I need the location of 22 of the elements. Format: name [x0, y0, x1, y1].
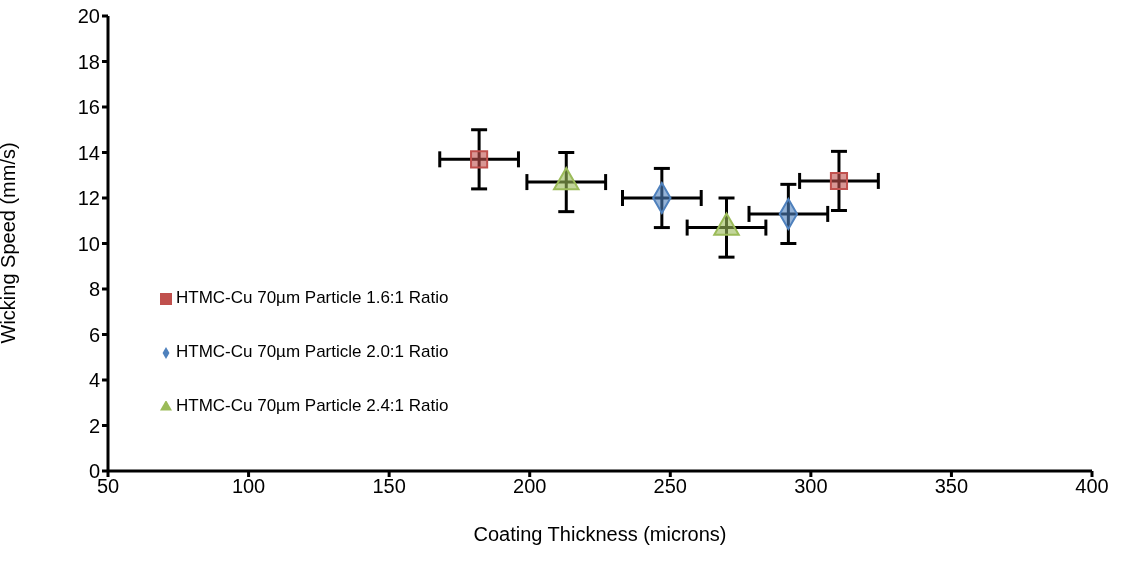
y-tick-label: 14	[77, 141, 100, 164]
x-tick-label: 200	[513, 475, 547, 498]
x-tick-label: 350	[934, 475, 969, 498]
x-tick-label: 400	[1075, 475, 1109, 498]
y-tick-label: 16	[77, 96, 100, 119]
y-tick-label: 18	[77, 50, 100, 73]
y-tick-label: 20	[77, 5, 100, 28]
y-tick-label: 4	[88, 369, 100, 392]
y-tick-label: 10	[77, 232, 100, 255]
y-tick-label: 12	[77, 187, 100, 210]
legend-label: HTMC-Cu 70µm Particle 1.6:1 Ratio	[176, 288, 449, 307]
legend-label: HTMC-Cu 70µm Particle 2.0:1 Ratio	[176, 342, 449, 361]
x-tick-label: 300	[794, 475, 828, 498]
y-tick-label: 6	[88, 323, 100, 346]
x-tick-label: 100	[231, 475, 266, 498]
legend-label: HTMC-Cu 70µm Particle 2.4:1 Ratio	[176, 396, 449, 415]
y-axis-title: Wicking Speed (mm/s)	[0, 142, 20, 344]
x-tick-label: 250	[653, 475, 687, 498]
y-tick-label: 2	[88, 414, 100, 437]
x-tick-label: 150	[372, 475, 406, 498]
x-axis-title: Coating Thickness (microns)	[473, 523, 727, 545]
y-tick-label: 8	[88, 278, 100, 301]
